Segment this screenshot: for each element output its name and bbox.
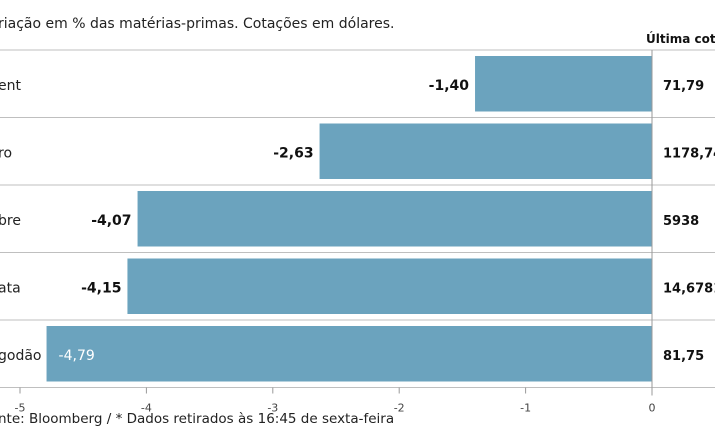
value-label-4: -4,79 (59, 348, 95, 364)
category-label-1: ro (0, 145, 12, 161)
category-label-4: godão (0, 348, 41, 364)
bar-0 (475, 56, 652, 112)
value-label-3: -4,15 (81, 280, 121, 296)
category-label-0: ent (0, 78, 21, 94)
last-quote-4: 81,75 (663, 349, 704, 364)
last-quote-header: Última cotaç (646, 32, 715, 46)
last-quote-2: 5938 (663, 214, 699, 229)
x-tick-label-0: -5 (15, 402, 26, 415)
value-label-0: -1,40 (429, 78, 470, 94)
last-quote-1: 1178,74 (663, 146, 715, 161)
x-tick-label-5: 0 (649, 402, 656, 415)
bar-4 (46, 326, 652, 382)
bar-3 (127, 258, 652, 314)
last-quote-0: 71,79 (663, 79, 704, 94)
chart-subtitle: riação em % das matérias-primas. Cotaçõe… (0, 16, 395, 32)
value-label-1: -2,63 (273, 145, 313, 161)
source-footer: nte: Bloomberg / * Dados retirados às 16… (0, 411, 395, 427)
category-label-3: ata (0, 280, 21, 296)
value-label-2: -4,07 (91, 213, 131, 229)
x-tick-label-4: -1 (520, 402, 531, 415)
bar-1 (319, 123, 652, 179)
bar-2 (137, 191, 652, 247)
last-quote-3: 14,6781 (663, 281, 715, 296)
x-tick-label-1: -4 (141, 402, 152, 415)
category-label-2: bre (0, 213, 21, 229)
x-tick-label-3: -2 (394, 402, 405, 415)
x-tick-label-2: -3 (267, 402, 278, 415)
